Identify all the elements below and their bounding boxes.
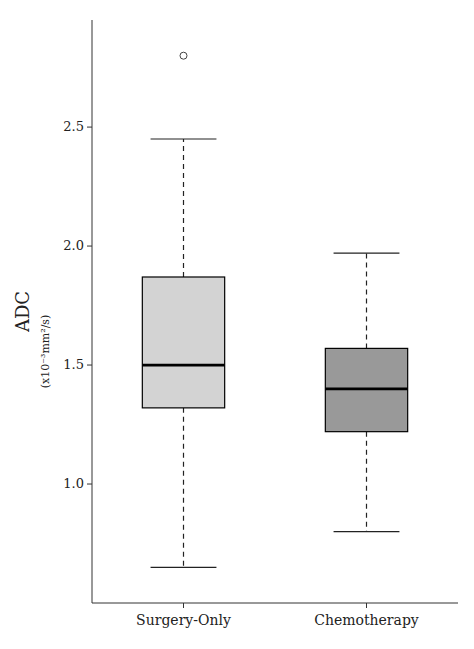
median xyxy=(142,364,224,367)
x-tick-label: Chemotherapy xyxy=(314,612,419,628)
box xyxy=(325,348,407,431)
x-tick xyxy=(183,603,184,608)
box-group xyxy=(142,52,224,567)
y-tick xyxy=(87,484,92,485)
y-tick-label: 1.5 xyxy=(63,357,84,372)
whisker-high xyxy=(366,253,367,348)
cap-high xyxy=(151,138,217,139)
y-tick xyxy=(87,127,92,128)
y-tick-label: 2.0 xyxy=(63,238,84,253)
y-axis-label: ADC xyxy=(12,291,33,333)
whisker-low xyxy=(366,432,367,532)
median xyxy=(325,387,407,390)
box-group xyxy=(325,253,407,531)
cap-low xyxy=(151,567,217,568)
x-tick-label: Surgery-Only xyxy=(136,612,231,628)
whisker-low xyxy=(183,408,184,567)
y-tick xyxy=(87,365,92,366)
y-tick-label: 1.0 xyxy=(63,476,84,491)
box xyxy=(142,277,224,408)
cap-high xyxy=(334,253,400,254)
y-tick-label: 2.5 xyxy=(63,119,84,134)
axes: 1.0 1.5 2.0 2.5 Surgery-Only Chemotherapy xyxy=(63,20,458,628)
cap-low xyxy=(334,531,400,532)
x-axis-line xyxy=(92,603,458,604)
whisker-high xyxy=(183,139,184,277)
x-tick xyxy=(366,603,367,608)
y-axis-sublabel: (x10⁻³mm²/s) xyxy=(39,315,52,389)
outlier xyxy=(180,52,187,59)
chart: 1.0 1.5 2.0 2.5 Surgery-Only Chemotherapy ADC (… xyxy=(0,0,474,649)
y-axis-line xyxy=(92,20,93,603)
marks xyxy=(142,52,407,567)
y-tick xyxy=(87,246,92,247)
